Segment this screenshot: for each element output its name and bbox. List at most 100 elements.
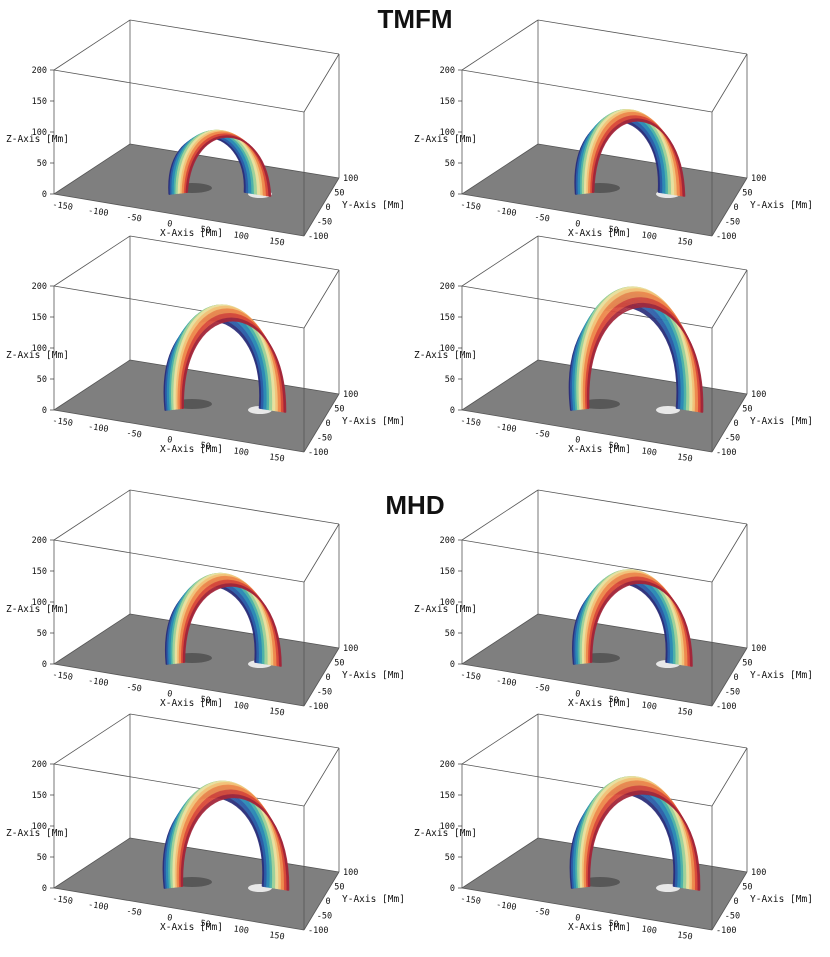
box-edge bbox=[129, 489, 340, 525]
x-tick-label: 150 bbox=[269, 706, 286, 718]
z-tick-label: 200 bbox=[32, 536, 47, 546]
box-edge bbox=[53, 285, 305, 329]
x-tick-label: 50 bbox=[608, 225, 620, 236]
x-tick-label: 0 bbox=[574, 219, 580, 230]
box-edge bbox=[711, 269, 748, 329]
y-axis-label: Y-Axis [Mm] bbox=[750, 670, 813, 681]
x-tick-label: -150 bbox=[52, 416, 74, 429]
box-edge bbox=[303, 177, 340, 237]
x-tick-label: 100 bbox=[641, 446, 658, 458]
y-tick-label: 100 bbox=[343, 390, 358, 400]
y-tick-label: 100 bbox=[343, 174, 358, 184]
y-tick-label: -100 bbox=[308, 702, 328, 712]
y-tick-label: -50 bbox=[725, 218, 740, 228]
x-tick-label: 0 bbox=[574, 913, 580, 924]
x-axis-label: X-Axis [Mm] bbox=[160, 228, 223, 239]
box-edge bbox=[53, 235, 131, 287]
box-edge bbox=[461, 489, 539, 541]
field-line bbox=[592, 120, 686, 197]
x-tick-label: -50 bbox=[126, 906, 143, 918]
z-tick-label: 150 bbox=[32, 791, 47, 801]
section-title-mhd: MHD bbox=[385, 490, 445, 520]
z-axis-label: Z-Axis [Mm] bbox=[414, 134, 477, 145]
y-tick-label: -100 bbox=[716, 232, 736, 242]
box-edge bbox=[711, 871, 748, 931]
z-tick-label: 100 bbox=[32, 822, 47, 832]
z-tick-label: 50 bbox=[37, 159, 47, 169]
box-edge bbox=[461, 359, 539, 411]
z-tick-label: 100 bbox=[32, 128, 47, 138]
z-tick-label: 50 bbox=[445, 629, 455, 639]
field-line bbox=[181, 796, 290, 891]
box-edge bbox=[303, 647, 340, 707]
box-edge bbox=[53, 539, 305, 583]
y-tick-label: -100 bbox=[716, 448, 736, 458]
box-edge bbox=[129, 837, 340, 873]
z-axis-label: Z-Axis [Mm] bbox=[6, 828, 69, 839]
y-tick-label: -50 bbox=[317, 688, 332, 698]
box-edge bbox=[129, 613, 340, 649]
box-edge bbox=[461, 837, 539, 889]
x-tick-label: 50 bbox=[608, 919, 620, 930]
x-tick-label: 100 bbox=[233, 924, 250, 936]
box-edge bbox=[537, 489, 748, 525]
x-tick-label: 100 bbox=[641, 230, 658, 242]
field-line bbox=[590, 582, 693, 667]
z-tick-label: 50 bbox=[37, 853, 47, 863]
z-tick-label: 200 bbox=[32, 760, 47, 770]
x-tick-label: -150 bbox=[52, 670, 74, 683]
x-tick-label: -100 bbox=[87, 422, 109, 435]
z-axis-label: Z-Axis [Mm] bbox=[414, 350, 477, 361]
box-edge bbox=[711, 53, 748, 113]
y-tick-label: -50 bbox=[317, 434, 332, 444]
y-tick-label: 50 bbox=[742, 659, 752, 669]
x-axis-label: X-Axis [Mm] bbox=[568, 228, 631, 239]
z-tick-label: 100 bbox=[440, 128, 455, 138]
z-tick-label: 0 bbox=[42, 660, 47, 670]
x-tick-label: 50 bbox=[608, 695, 620, 706]
box-edge bbox=[129, 143, 340, 179]
x-tick-label: -150 bbox=[52, 200, 74, 213]
z-tick-label: 0 bbox=[450, 660, 455, 670]
y-tick-label: 50 bbox=[334, 189, 344, 199]
z-tick-label: 100 bbox=[32, 598, 47, 608]
y-tick-label: 0 bbox=[326, 897, 331, 907]
box-edge bbox=[303, 53, 340, 113]
y-tick-label: 0 bbox=[326, 419, 331, 429]
y-tick-label: 100 bbox=[343, 868, 358, 878]
x-tick-label: -100 bbox=[87, 900, 109, 913]
box-edge bbox=[53, 713, 131, 765]
z-axis-label: Z-Axis [Mm] bbox=[6, 350, 69, 361]
z-tick-label: 150 bbox=[32, 567, 47, 577]
y-tick-label: 50 bbox=[334, 405, 344, 415]
box-edge bbox=[461, 19, 539, 71]
x-tick-label: 150 bbox=[677, 452, 694, 464]
z-tick-label: 200 bbox=[440, 66, 455, 76]
y-tick-label: -100 bbox=[308, 448, 328, 458]
z-tick-label: 200 bbox=[440, 760, 455, 770]
box-edge bbox=[537, 613, 748, 649]
y-tick-label: -100 bbox=[716, 926, 736, 936]
x-tick-label: 0 bbox=[574, 689, 580, 700]
box-edge bbox=[53, 409, 305, 453]
x-tick-label: 100 bbox=[641, 924, 658, 936]
x-tick-label: 0 bbox=[574, 435, 580, 446]
z-tick-label: 50 bbox=[445, 853, 455, 863]
positive-polarity-spot bbox=[656, 406, 680, 414]
box-edge bbox=[537, 235, 748, 271]
box-edge bbox=[461, 663, 713, 707]
z-tick-label: 50 bbox=[445, 375, 455, 385]
z-tick-label: 50 bbox=[37, 375, 47, 385]
z-tick-label: 0 bbox=[42, 884, 47, 894]
x-tick-label: -150 bbox=[460, 416, 482, 429]
box-edge bbox=[53, 887, 305, 931]
x-tick-label: -100 bbox=[87, 206, 109, 219]
y-tick-label: -100 bbox=[308, 926, 328, 936]
z-tick-label: 0 bbox=[450, 190, 455, 200]
box-edge bbox=[461, 409, 713, 453]
x-tick-label: 0 bbox=[166, 435, 172, 446]
x-tick-label: -150 bbox=[460, 200, 482, 213]
y-axis-label: Y-Axis [Mm] bbox=[750, 894, 813, 905]
